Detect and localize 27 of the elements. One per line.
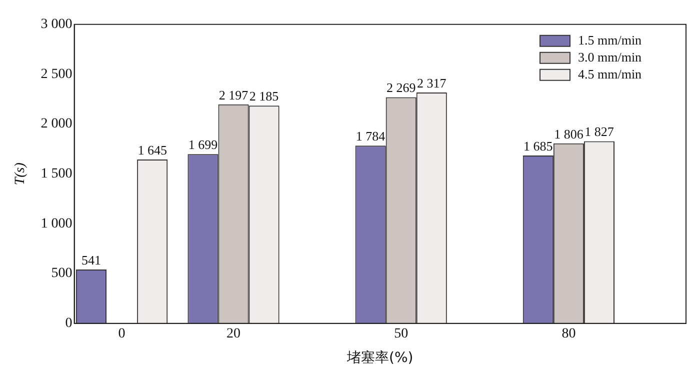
legend-label: 1.5 mm/min <box>578 32 642 48</box>
x-axis-title: 堵塞率(%) <box>346 350 414 366</box>
data-label: 2 185 <box>249 88 279 104</box>
data-label: 1 784 <box>356 128 386 144</box>
data-label: 2 317 <box>417 75 447 90</box>
data-label: 1 645 <box>138 142 167 158</box>
y-tick-label: 3 000 <box>40 17 72 32</box>
data-label: 2 197 <box>218 87 249 102</box>
data-label: 1 699 <box>188 136 218 152</box>
data-label: 541 <box>81 252 101 268</box>
data-label: 1 685 <box>524 138 553 154</box>
x-tick-label: 0 <box>118 326 126 342</box>
x-tick-label: 80 <box>562 326 576 342</box>
y-axis-title: T(s) <box>13 162 28 186</box>
legend-label: 3.0 mm/min <box>578 49 642 64</box>
y-tick-label: 0 <box>65 316 72 332</box>
y-tick-label: 1 500 <box>40 166 72 182</box>
data-label: 2 269 <box>386 80 416 96</box>
y-tick-label: 2 500 <box>40 66 72 82</box>
data-label: 1 827 <box>584 124 614 140</box>
x-tick-label: 20 <box>226 326 241 342</box>
data-label: 1 806 <box>554 126 584 142</box>
x-tick-label: 50 <box>394 326 408 342</box>
y-tick-label: 2 000 <box>40 116 72 132</box>
y-tick-label: 500 <box>51 266 72 282</box>
y-tick-label: 1 000 <box>40 216 72 232</box>
legend-label: 4.5 mm/min <box>578 66 642 82</box>
